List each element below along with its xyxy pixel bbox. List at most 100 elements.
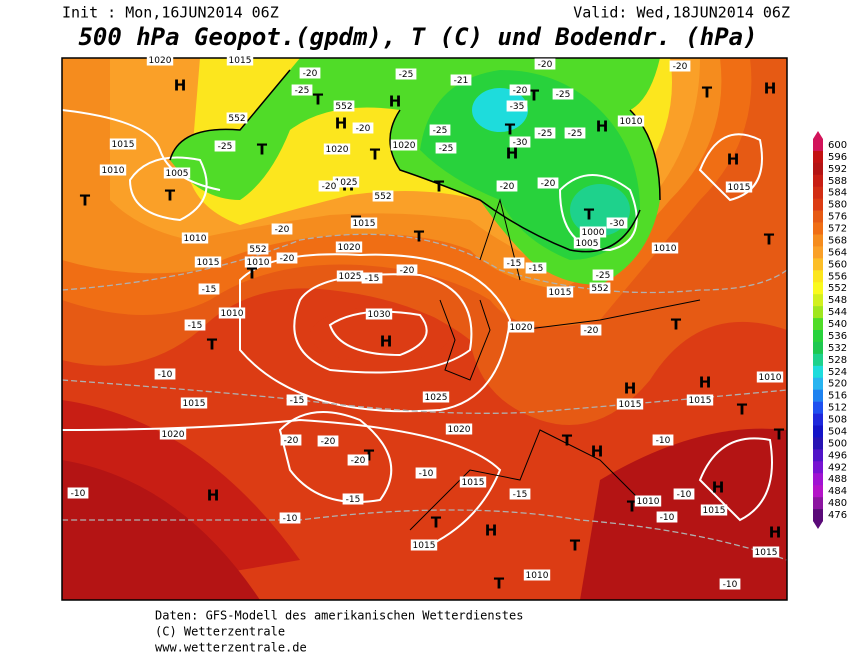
label-box (509, 136, 531, 148)
colorbar-label: 560 (828, 259, 847, 270)
pressure-center-label: H (174, 77, 187, 95)
label-box (509, 488, 531, 500)
contour-label: 1015 (619, 400, 642, 410)
contour-label: 1020 (338, 243, 361, 253)
colorbar-label: 584 (828, 188, 847, 199)
contour-label: -10 (660, 513, 675, 523)
contour-label: 1015 (112, 140, 135, 150)
contour-label: -20 (538, 60, 553, 70)
colorbar-swatch (813, 425, 823, 438)
pressure-center-label: T (414, 228, 425, 246)
pressure-center-label: H (485, 522, 498, 540)
label-box (686, 394, 714, 406)
contour-label: 1015 (728, 183, 751, 193)
colorbar-label: 508 (828, 415, 847, 426)
contour-label: 552 (335, 102, 352, 112)
label-box (335, 241, 363, 253)
contour-label: -15 (290, 396, 305, 406)
contour-label: 1010 (620, 117, 643, 127)
colorbar: 6005965925885845805765725685645605565525… (813, 139, 847, 522)
label-box (580, 324, 602, 336)
label-box (336, 270, 364, 282)
colorbar-label: 536 (828, 331, 847, 342)
label-box (218, 307, 246, 319)
pressure-center-label: T (364, 447, 375, 465)
colorbar-swatch (813, 473, 823, 486)
contour-label: -30 (513, 138, 528, 148)
contour-label: -25 (568, 129, 583, 139)
pressure-center-label: T (434, 178, 445, 196)
label-box (333, 100, 355, 112)
pressure-center-label: T (774, 426, 785, 444)
label-box (181, 232, 209, 244)
label-box (317, 435, 339, 447)
label-box (564, 127, 586, 139)
colorbar-label: 484 (828, 486, 847, 497)
contour-label: 1005 (576, 239, 599, 249)
contour-label: 1010 (654, 244, 677, 254)
pressure-center-label: H (596, 118, 609, 136)
label-box (347, 454, 369, 466)
map-title: 500 hPa Geopot.(gpdm), T (C) und Bodendr… (78, 23, 757, 51)
label-box (415, 467, 437, 479)
label-box (154, 368, 176, 380)
colorbar-swatch (813, 234, 823, 247)
label-box (422, 391, 450, 403)
label-box (323, 143, 351, 155)
pressure-center-label: T (247, 265, 258, 283)
label-box (146, 54, 174, 66)
pressure-center-label: T (370, 146, 381, 164)
colorbar-swatch (813, 282, 823, 295)
colorbar-swatch (813, 246, 823, 259)
label-box (445, 423, 473, 435)
label-box (656, 511, 678, 523)
colorbar-label: 480 (828, 498, 847, 509)
contour-label: 1025 (335, 178, 358, 188)
label-box (573, 237, 601, 249)
colorbar-swatch (813, 150, 823, 164)
contour-label: 1015 (462, 478, 485, 488)
label-box (390, 139, 418, 151)
label-box (523, 569, 551, 581)
contour-label: -20 (303, 69, 318, 79)
colorbar-swatch (813, 353, 823, 367)
contour-label: 1010 (526, 571, 549, 581)
pressure-center-label: T (207, 336, 218, 354)
colorbar-swatch (813, 270, 823, 283)
contour-label: 1015 (229, 56, 252, 66)
contour-label: -25 (218, 142, 233, 152)
map-frame (61, 57, 788, 601)
contour-label: -10 (71, 489, 86, 499)
colorbar-label: 556 (828, 271, 847, 282)
label-box (429, 124, 451, 136)
contour-label: -15 (529, 264, 544, 274)
label-box (299, 67, 321, 79)
label-box (546, 286, 574, 298)
colorbar-swatch (813, 485, 823, 498)
colorbar-swatch (813, 449, 823, 462)
colorbar-label: 564 (828, 247, 847, 258)
label-box (214, 140, 236, 152)
contour-label: 1010 (184, 234, 207, 244)
pressure-center-label: H (591, 443, 604, 461)
label-box (352, 122, 374, 134)
pressure-center-label: T (562, 432, 573, 450)
label-box (372, 190, 394, 202)
contour-label: -25 (433, 126, 448, 136)
contour-label: -20 (400, 266, 415, 276)
contour-label: -25 (399, 70, 414, 80)
footer-source: Daten: GFS-Modell des amerikanischen Wet… (155, 609, 523, 623)
label-box (99, 164, 127, 176)
colorbar-label: 528 (828, 355, 847, 366)
label-box (271, 223, 293, 235)
contour-label: -25 (538, 129, 553, 139)
label-box (506, 100, 528, 112)
pressure-center-label: H (389, 93, 402, 111)
colorbar-label: 580 (828, 200, 847, 211)
colorbar-label: 476 (828, 510, 847, 521)
colorbar-swatch (813, 210, 823, 223)
pressure-center-label: T (257, 141, 268, 159)
pressure-center-label: H (764, 80, 777, 98)
pressure-center-label: T (529, 87, 540, 105)
contour-label: -30 (610, 219, 625, 229)
